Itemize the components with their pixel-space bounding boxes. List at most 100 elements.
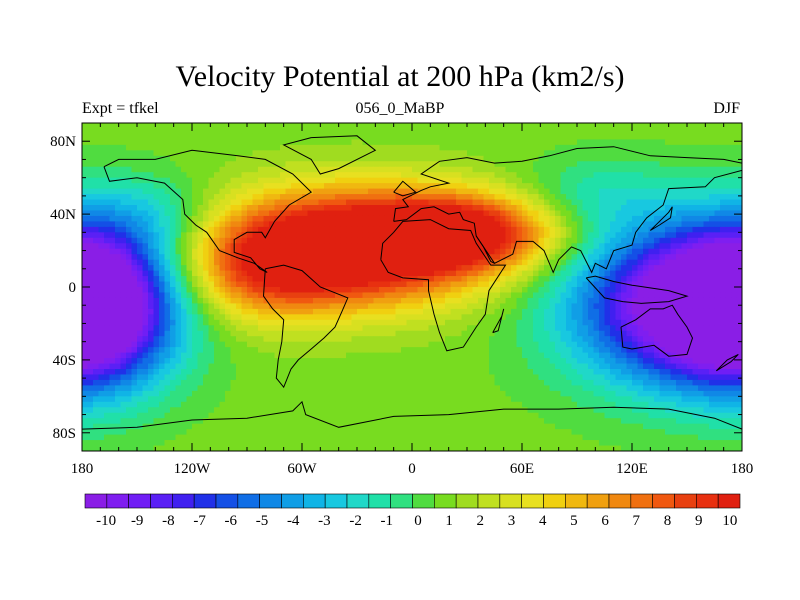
- heatmap-cell: [203, 325, 209, 332]
- heatmap-cell: [379, 347, 385, 353]
- heatmap-cell: [115, 303, 121, 310]
- heatmap-cell: [236, 287, 242, 293]
- heatmap-cell: [126, 128, 132, 135]
- heatmap-cell: [582, 183, 589, 189]
- heatmap-cell: [252, 287, 259, 293]
- heatmap-cell: [571, 155, 578, 162]
- heatmap-cell: [588, 166, 594, 173]
- heatmap-cell: [555, 194, 561, 200]
- heatmap-cell: [698, 308, 704, 315]
- heatmap-cell: [423, 325, 429, 332]
- heatmap-cell: [643, 259, 649, 266]
- heatmap-cell: [610, 287, 616, 293]
- heatmap-cell: [280, 237, 286, 244]
- heatmap-cell: [247, 297, 253, 304]
- heatmap-cell: [571, 215, 578, 222]
- heatmap-cell: [439, 226, 446, 233]
- heatmap-cell: [164, 194, 171, 200]
- heatmap-cell: [626, 237, 633, 244]
- heatmap-cell: [577, 155, 583, 162]
- heatmap-cell: [241, 243, 248, 250]
- heatmap-cell: [659, 330, 666, 337]
- heatmap-cell: [494, 133, 501, 140]
- heatmap-cell: [626, 205, 633, 211]
- heatmap-cell: [181, 144, 187, 151]
- heatmap-cell: [115, 308, 121, 315]
- heatmap-cell: [681, 232, 688, 239]
- heatmap-cell: [214, 144, 220, 151]
- heatmap-cell: [252, 210, 259, 217]
- heatmap-cell: [390, 226, 396, 233]
- heatmap-cell: [461, 144, 468, 151]
- heatmap-cell: [340, 325, 347, 332]
- heatmap-cell: [703, 319, 710, 326]
- heatmap-cell: [654, 270, 660, 277]
- heatmap-cell: [208, 205, 215, 211]
- heatmap-cell: [153, 336, 160, 343]
- heatmap-cell: [285, 254, 292, 261]
- heatmap-cell: [681, 325, 688, 332]
- heatmap-cell: [505, 308, 512, 315]
- heatmap-cell: [351, 155, 358, 162]
- heatmap-cell: [313, 177, 319, 184]
- heatmap-cell: [324, 123, 330, 129]
- heatmap-cell: [538, 205, 545, 211]
- heatmap-cell: [450, 172, 457, 179]
- heatmap-cell: [434, 155, 440, 162]
- heatmap-cell: [219, 161, 226, 168]
- heatmap-cell: [461, 139, 468, 146]
- heatmap-cell: [406, 210, 413, 217]
- heatmap-cell: [82, 237, 88, 244]
- heatmap-cell: [544, 133, 550, 140]
- heatmap-cell: [379, 292, 385, 299]
- heatmap-cell: [115, 215, 121, 222]
- heatmap-cell: [445, 177, 451, 184]
- heatmap-cell: [357, 155, 363, 162]
- heatmap-cell: [604, 188, 611, 195]
- heatmap-cell: [153, 199, 160, 206]
- heatmap-cell: [588, 287, 594, 293]
- heatmap-cell: [98, 330, 105, 337]
- heatmap-cell: [533, 161, 539, 168]
- heatmap-cell: [236, 341, 242, 348]
- heatmap-cell: [351, 172, 358, 179]
- heatmap-cell: [577, 150, 583, 157]
- heatmap-cell: [164, 155, 171, 162]
- heatmap-cell: [269, 172, 275, 179]
- heatmap-cell: [692, 123, 699, 129]
- heatmap-cell: [126, 259, 132, 266]
- heatmap-cell: [412, 308, 418, 315]
- heatmap-cell: [401, 155, 407, 162]
- heatmap-cell: [186, 221, 193, 228]
- heatmap-cell: [538, 177, 545, 184]
- heatmap-cell: [511, 194, 517, 200]
- heatmap-cell: [593, 259, 600, 266]
- heatmap-cell: [230, 314, 237, 321]
- heatmap-cell: [247, 336, 253, 343]
- heatmap-cell: [610, 265, 616, 271]
- heatmap-cell: [500, 150, 506, 157]
- heatmap-cell: [511, 265, 517, 271]
- heatmap-cell: [153, 221, 160, 228]
- heatmap-cell: [511, 232, 517, 239]
- heatmap-cell: [461, 254, 468, 261]
- heatmap-cell: [120, 319, 127, 326]
- heatmap-cell: [736, 336, 743, 343]
- heatmap-cell: [318, 270, 325, 277]
- heatmap-cell: [390, 281, 396, 288]
- heatmap-cell: [643, 319, 649, 326]
- heatmap-cell: [318, 330, 325, 337]
- heatmap-cell: [692, 194, 699, 200]
- heatmap-cell: [511, 319, 517, 326]
- heatmap-cell: [434, 215, 440, 222]
- heatmap-cell: [153, 314, 160, 321]
- heatmap-cell: [285, 287, 292, 293]
- heatmap-cell: [725, 199, 732, 206]
- heatmap-cell: [181, 177, 187, 184]
- heatmap-cell: [681, 150, 688, 157]
- heatmap-cell: [527, 265, 534, 271]
- heatmap-cell: [159, 123, 165, 129]
- heatmap-cell: [379, 281, 385, 288]
- heatmap-cell: [555, 325, 561, 332]
- heatmap-cell: [527, 161, 534, 168]
